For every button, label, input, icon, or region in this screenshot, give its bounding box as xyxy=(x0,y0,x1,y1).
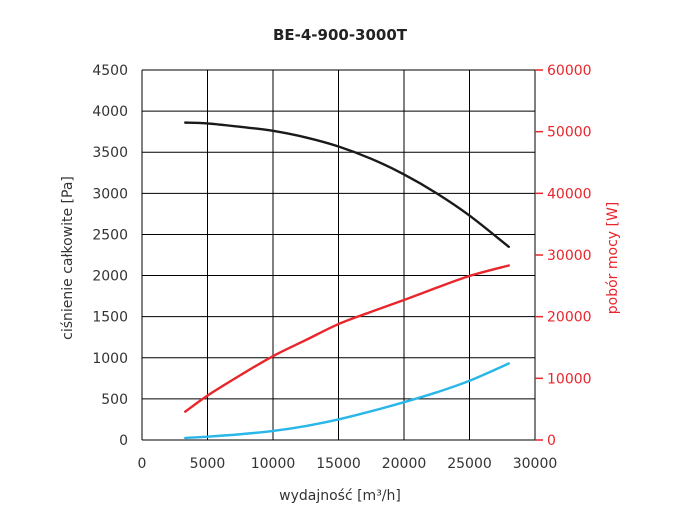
y-left-tick-label: 3500 xyxy=(92,145,128,161)
y-right-tick-label: 40000 xyxy=(547,186,592,202)
y-left-tick-label: 2000 xyxy=(92,269,128,285)
x-axis-ticks: 0 5000 10000 15000 20000 25000 30000 xyxy=(138,456,558,472)
x-axis-label: wydajność [m³/h] xyxy=(279,488,401,504)
y-right-tick-label: 50000 xyxy=(547,125,592,141)
series-line-power xyxy=(184,264,510,413)
x-tick-label: 15000 xyxy=(316,456,361,472)
y-left-tick-label: 1000 xyxy=(92,351,128,367)
y-left-tick-label: 3000 xyxy=(92,186,128,202)
left-axis-ticks: 0 500 1000 1500 2000 2500 3000 3500 4000 4500 xyxy=(92,63,128,449)
series-line-low xyxy=(184,362,510,440)
y-left-tick-label: 2500 xyxy=(92,227,128,243)
x-tick-label: 10000 xyxy=(251,456,296,472)
y-left-tick-label: 1500 xyxy=(92,310,128,326)
y-axis-left-label: ciśnienie całkowite [Pa] xyxy=(60,176,76,340)
x-tick-label: 25000 xyxy=(447,456,492,472)
y-left-tick-label: 4000 xyxy=(92,104,128,120)
y-left-tick-label: 500 xyxy=(101,392,128,408)
y-axis-right-label: pobór mocy [W] xyxy=(605,202,621,315)
y-right-tick-label: 60000 xyxy=(547,63,592,79)
chart-title: BE-4-900-3000T xyxy=(273,26,408,44)
x-tick-label: 0 xyxy=(138,456,147,472)
right-axis-ticks: 0 10000 20000 30000 40000 50000 60000 xyxy=(535,63,592,449)
y-right-tick-label: 10000 xyxy=(547,371,592,387)
series-line-pressure xyxy=(184,121,510,248)
x-tick-label: 5000 xyxy=(190,456,226,472)
y-right-tick-label: 20000 xyxy=(547,310,592,326)
x-tick-label: 20000 xyxy=(382,456,427,472)
y-right-tick-label: 30000 xyxy=(547,248,592,264)
x-tick-label: 30000 xyxy=(513,456,558,472)
y-left-tick-label: 4500 xyxy=(92,63,128,79)
series-lines xyxy=(184,121,510,440)
y-right-tick-label: 0 xyxy=(547,433,556,449)
y-left-tick-label: 0 xyxy=(119,433,128,449)
grid xyxy=(141,69,536,441)
